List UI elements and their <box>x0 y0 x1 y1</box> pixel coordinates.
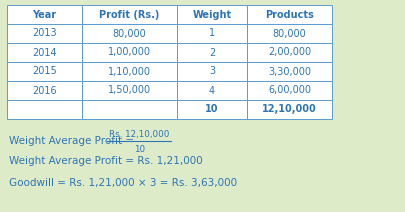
Bar <box>7 81 82 100</box>
Bar <box>82 81 177 100</box>
Text: Year: Year <box>32 10 57 20</box>
Text: 80,000: 80,000 <box>273 28 306 39</box>
Bar <box>247 43 332 62</box>
Text: Weight Average Profit = Rs. 1,21,000: Weight Average Profit = Rs. 1,21,000 <box>9 156 203 166</box>
Text: 12,10,000: 12,10,000 <box>262 105 317 114</box>
Bar <box>82 100 177 119</box>
Text: 3: 3 <box>209 67 215 77</box>
Text: Weight Average Profit =: Weight Average Profit = <box>9 136 134 146</box>
Bar <box>177 24 247 43</box>
Text: Weight: Weight <box>192 10 232 20</box>
Bar <box>7 24 82 43</box>
Text: 2015: 2015 <box>32 67 57 77</box>
Bar <box>7 43 82 62</box>
Text: 6,00,000: 6,00,000 <box>268 85 311 95</box>
Text: 2014: 2014 <box>32 47 57 57</box>
Bar <box>247 24 332 43</box>
Bar <box>82 62 177 81</box>
Bar <box>82 43 177 62</box>
Text: 80,000: 80,000 <box>113 28 146 39</box>
Bar <box>177 5 247 24</box>
Bar <box>247 81 332 100</box>
Bar <box>177 62 247 81</box>
Bar <box>7 5 82 24</box>
Text: Goodwill = Rs. 1,21,000 × 3 = Rs. 3,63,000: Goodwill = Rs. 1,21,000 × 3 = Rs. 3,63,0… <box>9 178 237 188</box>
Bar <box>247 100 332 119</box>
Text: Profit (Rs.): Profit (Rs.) <box>99 10 160 20</box>
Text: 4: 4 <box>209 85 215 95</box>
Text: 2,00,000: 2,00,000 <box>268 47 311 57</box>
Text: 1,50,000: 1,50,000 <box>108 85 151 95</box>
Bar <box>247 5 332 24</box>
Text: 3,30,000: 3,30,000 <box>268 67 311 77</box>
Bar <box>177 81 247 100</box>
Text: 2016: 2016 <box>32 85 57 95</box>
Bar <box>82 5 177 24</box>
Text: 2: 2 <box>209 47 215 57</box>
Bar <box>82 24 177 43</box>
Text: Products: Products <box>265 10 314 20</box>
Bar <box>7 100 82 119</box>
Bar <box>177 43 247 62</box>
Bar <box>7 62 82 81</box>
Text: 2013: 2013 <box>32 28 57 39</box>
Text: Rs. 12,10,000: Rs. 12,10,000 <box>109 130 170 138</box>
Text: 1,10,000: 1,10,000 <box>108 67 151 77</box>
Text: 10: 10 <box>205 105 219 114</box>
Text: 1: 1 <box>209 28 215 39</box>
Text: 10: 10 <box>134 145 145 153</box>
Bar <box>247 62 332 81</box>
Text: 1,00,000: 1,00,000 <box>108 47 151 57</box>
Bar <box>177 100 247 119</box>
